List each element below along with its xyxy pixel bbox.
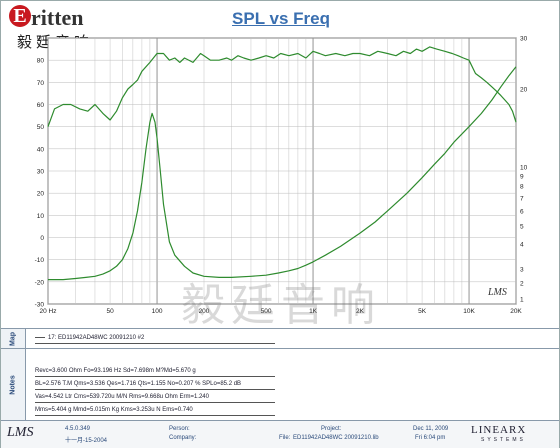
y-left-tick-label: 30 [37,169,45,176]
y-right-tick-label: 20 [520,87,528,94]
y-right-tick-label: 5 [520,224,524,231]
y-right-tick-label: 8 [520,184,524,191]
lms-logo: LMS [7,425,34,440]
y-left-tick-label: -10 [35,257,45,264]
map-entry[interactable]: 17: ED11942AD48WC 20091210 #2 [35,334,275,344]
y-right-tick-label: 9 [520,174,524,181]
footer-bar: LMS 4.5.0.349 十一月-15-2004 Person: Compan… [1,420,559,448]
footer-time: Fri 6:04 pm [415,435,446,441]
y-right-tick-label: 7 [520,196,524,203]
x-tick-label: 100 [152,308,163,315]
x-tick-label: 20 Hz [40,308,57,315]
y-left-tick-label: 50 [37,124,45,131]
y-left-tick-label: 10 [37,213,45,220]
footer-date: Dec 11, 2009 [413,426,449,432]
y-right-tick-label: 10 [520,165,528,172]
notes-line: Revc=3.600 Ohm Fo=93.196 Hz Sd=7.698m M?… [35,367,275,377]
y-left-tick-label: 80 [37,58,45,65]
impedance-curve [48,66,517,281]
y-left-tick-label: 0 [40,235,44,242]
brand-logo-wordmark: ritten [31,5,84,30]
project-label: Project: [321,426,342,432]
map-band: Map 17: ED11942AD48WC 20091210 #2 [1,328,559,349]
version-number: 4.5.0.349 [65,426,91,432]
x-tick-label: 5K [418,308,427,315]
file-label: File: [279,435,291,441]
x-tick-label: 200 [199,308,210,315]
notes-line: Vas=4.542 Ltr Cms=539.720u M/N Rms=9.668… [35,393,275,403]
x-tick-label: 500 [261,308,272,315]
company-label: Company: [169,435,197,441]
notes-band: Notes Revc=3.600 Ohm Fo=93.196 Hz Sd=7.6… [1,348,559,421]
y-right-tick-label: 4 [520,242,524,249]
x-tick-label: 50 [106,308,114,315]
y-right-tick-label: 1 [520,297,524,304]
y-left-tick-label: -20 [35,279,45,286]
y-left-tick-label: 90 [37,36,45,43]
y-right-tick-label: 3 [520,267,524,274]
chart-title: SPL vs Freq [232,9,330,28]
lms-plot-mark: LMS [488,287,507,298]
x-tick-label: 10K [463,308,475,315]
y-right-tick-label: 6 [520,209,524,216]
brand-logo-icon: E [9,5,31,27]
person-label: Person: [169,426,190,432]
x-tick-label: 20K [510,308,522,315]
y-left-tick-label: 70 [37,80,45,87]
y-left-tick-label: 20 [37,191,45,198]
notes-line: Mms=5.404 g Mmd=5.015m Kg Kms=3.253u N E… [35,406,275,416]
y-right-tick-label: 30 [520,36,528,43]
notes-line: BL=2.576 T.M Qms=3.536 Qes=1.716 Qts=1.1… [35,380,275,390]
y-left-tick-label: 60 [37,102,45,109]
version-date: 十一月-15-2004 [65,438,108,444]
y-left-tick-label: -30 [35,302,45,309]
y-left-tick-label: 40 [37,146,45,153]
x-tick-label: 2K [356,308,365,315]
map-side-label: Map [1,329,26,349]
y-right-tick-label: 2 [520,281,524,288]
spl-chart: 9080706050403020100-10-20-30302010987654… [35,36,528,316]
linearx-logo: LINEARX [471,424,527,436]
file-name: ED11942AD48WC 20091210.lib [293,435,379,441]
info-panel: Map 17: ED11942AD48WC 20091210 #2 Notes … [1,328,559,447]
notes-side-label: Notes [1,349,26,421]
linearx-subtitle: SYSTEMS [481,437,526,443]
spl-curve [47,46,517,127]
x-tick-label: 1K [309,308,318,315]
